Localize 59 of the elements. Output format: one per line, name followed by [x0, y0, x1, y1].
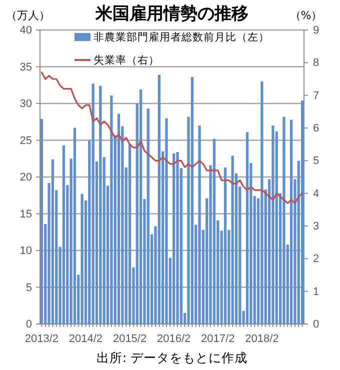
bar: [139, 90, 142, 324]
bar: [51, 159, 54, 324]
bar: [165, 118, 168, 324]
y-tick-label: 25: [20, 134, 32, 147]
bar: [231, 156, 234, 324]
bar: [73, 128, 76, 324]
text: 出所: データをもとに作成: [96, 350, 248, 365]
y2-axis-title: （%）: [290, 9, 322, 22]
y-axis-title: （万人）: [6, 9, 50, 22]
y-tick-label: 20: [20, 172, 32, 184]
y2-tick-label: 6: [313, 122, 320, 135]
bar: [40, 118, 44, 324]
line-series: [40, 72, 304, 204]
y-tick-label: 40: [20, 24, 32, 37]
bar: [110, 95, 113, 324]
legend-label: 非農業部門雇用者総数前月比（左）: [94, 30, 270, 44]
y2-tick-label: 8: [313, 57, 320, 70]
y2-tick-label: 3: [313, 220, 320, 233]
bar: [300, 100, 304, 324]
bar: [80, 194, 84, 324]
legend-label: 失業率（右）: [94, 54, 160, 67]
bar: [224, 167, 227, 324]
y-tick-label: 10: [20, 245, 32, 258]
y2-tick-label: 2: [313, 253, 320, 266]
y2-tick-label: 1: [313, 286, 320, 298]
bar: [246, 132, 249, 324]
bar: [282, 116, 286, 324]
x-tick-label: 2015/2: [112, 332, 147, 345]
y2-tick-label: 5: [313, 155, 320, 168]
y-tick-label: 35: [20, 61, 32, 74]
bar: [99, 86, 102, 324]
bar: [198, 126, 201, 324]
y2-tick-label: 4: [313, 188, 320, 200]
bar: [117, 114, 120, 324]
bar: [62, 145, 66, 324]
x-tick-label: 2014/2: [68, 332, 103, 345]
y2-tick-label: 0: [313, 318, 320, 331]
x-tick-label: 2017/2: [201, 332, 235, 345]
y2-tick-label: 9: [313, 24, 320, 37]
bar: [290, 120, 293, 324]
bar: [212, 138, 216, 324]
x-tick-label: 2013/2: [24, 332, 59, 345]
y2-tick-label: 7: [313, 90, 320, 102]
bar: [190, 77, 194, 324]
bar: [128, 144, 132, 324]
bar: [146, 108, 150, 324]
x-tick-label: 2018/2: [245, 332, 279, 345]
y-tick-label: 30: [20, 98, 32, 110]
y-tick-label: 15: [20, 208, 32, 220]
y-tick-label: 0: [26, 318, 32, 331]
bar: [92, 84, 94, 324]
bar: [172, 153, 176, 324]
chart-title: 米国雇用情勢の推移: [94, 4, 248, 24]
bar: [272, 126, 274, 324]
y-tick-label: 5: [26, 282, 32, 294]
bar: [176, 152, 179, 324]
bar: [158, 74, 160, 324]
x-tick-label: 2016/2: [157, 332, 191, 345]
bar: [260, 81, 264, 324]
